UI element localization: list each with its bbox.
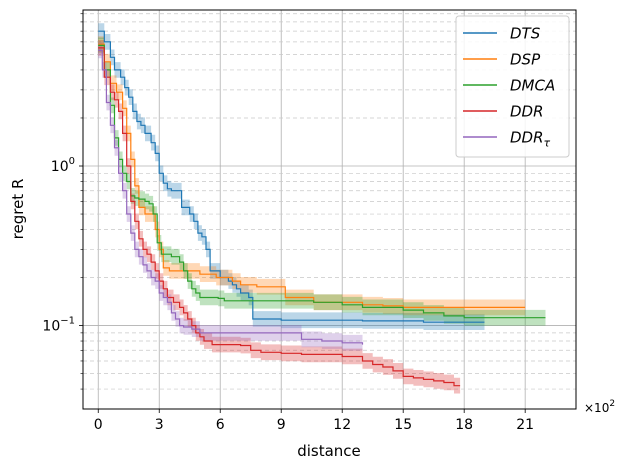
x-tick-label: 3	[155, 417, 164, 433]
y-axis-label: regret R	[9, 179, 27, 240]
legend-label-DDR_tau: DDRτ	[510, 129, 551, 150]
legend-box	[455, 15, 570, 158]
legend: DTS DSP DMCA DDR DDRτ	[455, 15, 570, 158]
x-axis-multiplier: ×102	[584, 399, 615, 415]
x-tick-label: 15	[394, 417, 412, 433]
legend-label-DMCA: DMCA	[510, 77, 555, 95]
series-line-DTS	[98, 30, 485, 323]
axis-ticks: 0 3 6 9 12 15 18 21 10−1 100	[42, 13, 534, 433]
series-line-DDR	[98, 47, 461, 387]
x-axis-multiplier-exp: 2	[609, 399, 615, 409]
legend-label-DTS: DTS	[510, 25, 541, 43]
series-line-DMCA	[98, 44, 546, 319]
x-tick-label: 12	[333, 417, 351, 433]
x-axis-multiplier-base: ×10	[584, 401, 609, 415]
y-tick-label: 10−1	[42, 316, 75, 335]
x-tick-label: 0	[94, 417, 103, 433]
series-lines	[98, 30, 546, 387]
legend-label-DDR: DDR	[510, 103, 544, 121]
plot-frame	[82, 9, 577, 410]
x-tick-label: 18	[455, 417, 473, 433]
x-tick-label: 21	[516, 417, 534, 433]
x-tick-label: 9	[277, 417, 286, 433]
x-tick-label: 6	[216, 417, 225, 433]
x-axis-label: distance	[297, 442, 361, 460]
series-line-DDR_tau	[98, 49, 364, 345]
y-tick-label: 100	[51, 156, 75, 175]
legend-label-DSP: DSP	[510, 51, 541, 69]
